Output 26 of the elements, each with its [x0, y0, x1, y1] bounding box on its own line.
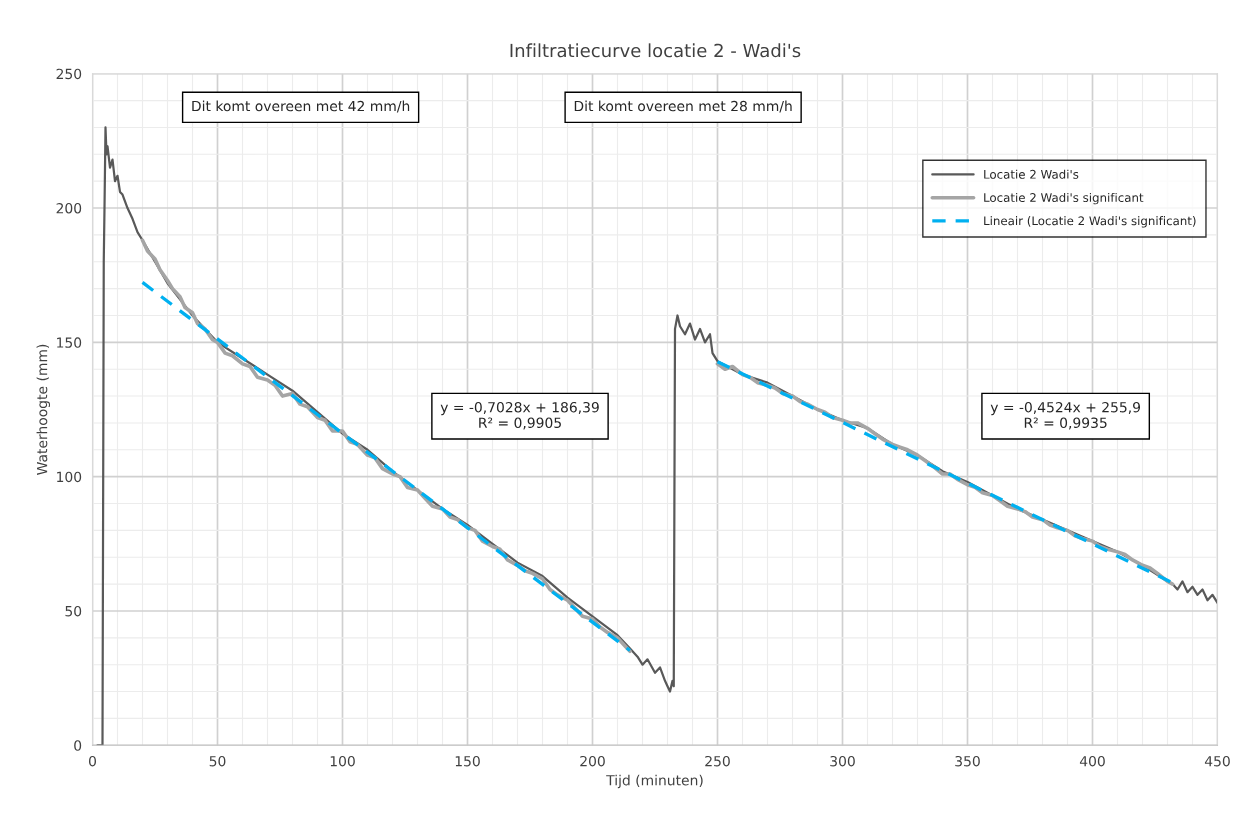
x-tick-label: 250 [705, 755, 730, 767]
y-tick-label: 100 [57, 471, 82, 483]
y-tick-label: 0 [74, 740, 82, 751]
x-tick-label: 100 [330, 755, 355, 767]
x-tick-label: 50 [209, 755, 226, 767]
legend-label: Locatie 2 Wadi's significant [984, 192, 1144, 205]
x-tick-label: 200 [580, 755, 605, 767]
x-tick-label: 150 [455, 755, 480, 767]
legend-label: Locatie 2 Wadi's [984, 169, 1079, 179]
x-tick-label: 0 [89, 755, 96, 767]
y-tick-label: 250 [56, 68, 82, 80]
y-tick-label: 200 [56, 202, 82, 214]
x-axis-title: Tijd (minuten) [606, 774, 703, 789]
y-axis-title: Waterhoogte (mm) [36, 344, 51, 475]
legend-label: Lineair (Locatie 2 Wadi's significant) [984, 216, 1196, 228]
y-tick-label: 50 [65, 605, 82, 617]
annotation: Dit komt overeen met 42 mm/h [192, 100, 410, 113]
x-tick-label: 450 [1204, 755, 1230, 767]
annotation: y = -0,7028x + 186,39 R² = 0,9905 [440, 401, 599, 430]
x-tick-label: 400 [1079, 755, 1105, 767]
y-tick-label: 150 [57, 337, 82, 348]
x-tick-label: 300 [830, 755, 855, 767]
annotation: y = -0,4524x + 255,9 R² = 0,9935 [990, 401, 1141, 430]
annotation: Dit komt overeen met 28 mm/h [574, 100, 792, 113]
chart-title: Infiltratiecurve locatie 2 - Wadi's [510, 43, 801, 58]
x-tick-label: 350 [955, 755, 980, 767]
